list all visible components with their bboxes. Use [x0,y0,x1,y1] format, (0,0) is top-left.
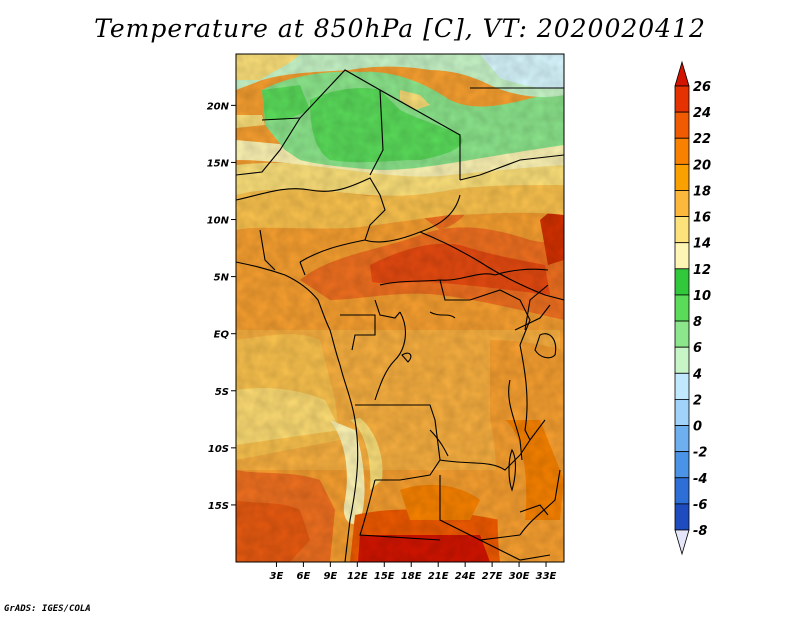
country-borders [236,69,564,562]
lon-tick-label: 30E [509,571,530,582]
colorbar-bin [674,216,690,244]
colorbar-label: 4 [692,367,702,382]
colorbar-label: 26 [693,80,711,95]
colorbar-label: 24 [693,106,711,121]
colorbar-label: -8 [693,524,707,539]
colorbar-bin [674,242,690,270]
lat-tick-label: 5S [215,387,229,398]
lon-tick-label: 33E [536,571,557,582]
colorbar-bin [674,425,690,453]
colorbar-bin [674,372,690,400]
lon-tick-label: 9E [323,571,337,582]
colorbar-bin [674,163,690,191]
lat-tick-label: 10S [208,444,229,455]
lat-tick-label: EQ [214,330,230,341]
colorbar-label: 16 [693,211,711,226]
lat-tick-label: 10N [207,216,230,227]
colorbar-label: 20 [693,158,711,173]
colorbar-bin [674,190,690,217]
lon-tick-label: 3E [270,571,284,582]
colorbar-bin [674,320,690,348]
colorbar-label: 6 [693,341,702,356]
colorbar-label: -2 [693,446,707,461]
map-frame [235,53,565,563]
colorbar-bottom-triangle [674,529,690,556]
lat-tick-label: 5N [214,273,230,284]
temperature-field [236,54,564,562]
colorbar-label: 10 [693,289,711,304]
lon-tick-label: 18E [401,571,422,582]
lon-tick-label: 21E [428,571,449,582]
colorbar-bin [674,477,690,505]
grads-credit: GrADS: IGES/COLA [4,604,91,614]
colorbar-bin [674,85,690,113]
colorbar-bin [674,346,690,374]
colorbar-label: 8 [693,315,702,330]
colorbar-bin [674,399,690,426]
colorbar-bin [674,111,690,139]
lon-tick-label: 12E [347,571,368,582]
colorbar-bin [674,503,690,531]
colorbar-label: -6 [693,498,707,513]
lat-tick-label: 20N [207,101,230,112]
colorbar-label: -4 [693,472,707,487]
colorbar-top-triangle [674,60,690,87]
colorbar-bin [674,268,690,296]
colorbar-label: 0 [693,420,702,435]
lon-tick-label: 24E [455,571,476,582]
map-title: Temperature at 850hPa [C], VT: 202002041… [94,14,706,43]
colorbar-label: 2 [693,393,702,408]
colorbar-bin [674,294,690,322]
colorbar-label: 12 [693,263,711,278]
colorbar-bin [674,451,690,479]
colorbar-bin [674,137,690,165]
lon-tick-label: 27E [482,571,503,582]
lon-tick-label: 6E [296,571,310,582]
lat-tick-label: 15S [208,501,229,512]
lat-tick-label: 15N [207,158,230,169]
colorbar-label: 14 [693,237,711,252]
colorbar-label: 18 [693,184,711,199]
colorbar-label: 22 [693,132,711,147]
lon-tick-label: 15E [374,571,395,582]
map-axes: 3E 6E 9E 12E 15E 18E 21E 24E 27E 30E 33E 20N 15N 10N 5… [207,101,557,582]
